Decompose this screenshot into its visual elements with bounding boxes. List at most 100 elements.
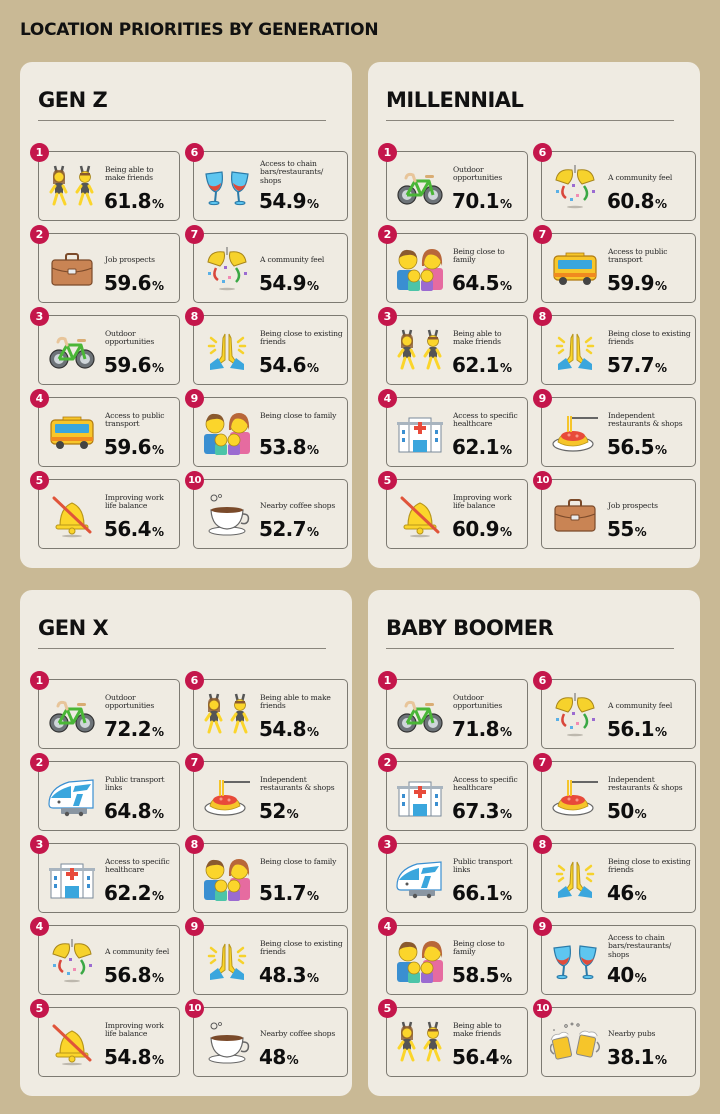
percentage-number: 54.9 xyxy=(259,189,307,213)
priority-card: 7 Independent restaurants & shops 50% xyxy=(533,753,696,831)
priority-label: Being able to make friends xyxy=(105,165,154,183)
priority-label: A community feel xyxy=(260,255,325,264)
rank-badge: 6 xyxy=(533,671,552,690)
rank-badge: 4 xyxy=(30,389,49,408)
priority-percentage: 60.8% xyxy=(607,190,667,215)
folded-hands-icon xyxy=(550,328,600,374)
priority-card: 5 Improving work life balance 54.8% xyxy=(30,999,180,1077)
percentage-unit: % xyxy=(151,725,164,739)
rank-badge: 10 xyxy=(185,471,204,490)
rank-badge: 1 xyxy=(30,671,49,690)
rank-badge: 8 xyxy=(533,835,552,854)
percentage-number: 48.3 xyxy=(259,963,307,987)
priority-card: 6 A community feel 60.8% xyxy=(533,143,696,221)
priority-label: Independent restaurants & shops xyxy=(608,775,683,793)
priority-card: 5 Improving work life balance 56.4% xyxy=(30,471,180,549)
percentage-number: 56.4 xyxy=(104,517,152,541)
beer-mugs-icon xyxy=(550,1020,600,1066)
priority-label: Being able to make friends xyxy=(260,693,331,711)
rank-badge: 5 xyxy=(30,471,49,490)
rank-badge: 6 xyxy=(533,143,552,162)
priority-label: Being close to existing friends xyxy=(260,329,343,347)
priority-percentage: 62.1% xyxy=(452,436,512,461)
priority-label: Nearby coffee shops xyxy=(260,501,336,510)
rank-badge: 5 xyxy=(378,999,397,1018)
priority-percentage: 67.3% xyxy=(452,800,512,825)
priority-percentage: 56.4% xyxy=(452,1046,512,1071)
priority-percentage: 48% xyxy=(259,1046,299,1071)
priority-card: 6 A community feel 56.1% xyxy=(533,671,696,749)
dancing-friends-icon xyxy=(395,1020,445,1066)
rank-badge: 2 xyxy=(378,225,397,244)
priority-card: 7 Access to public transport 59.9% xyxy=(533,225,696,303)
confetti-ball-icon xyxy=(550,164,600,210)
spaghetti-icon xyxy=(202,774,252,820)
wine-glasses-icon xyxy=(550,938,600,984)
priority-percentage: 59.6% xyxy=(104,272,164,297)
percentage-number: 52 xyxy=(259,799,286,823)
panel-gen-z: GEN Z 1 Being able to make friends 61.8% 2 … xyxy=(20,62,352,568)
panel-title: GEN Z xyxy=(38,88,108,112)
percentage-unit: % xyxy=(634,807,647,821)
priority-card: 1 Being able to make friends 61.8% xyxy=(30,143,180,221)
priority-card: 7 A community feel 54.9% xyxy=(185,225,348,303)
percentage-unit: % xyxy=(654,279,667,293)
priority-card: 10 Nearby pubs 38.1% xyxy=(533,999,696,1077)
rank-badge: 7 xyxy=(185,225,204,244)
divider xyxy=(38,648,326,649)
rank-badge: 1 xyxy=(378,671,397,690)
priority-label: Improving work life balance xyxy=(105,1021,164,1039)
rank-badge: 10 xyxy=(185,999,204,1018)
rank-badge: 5 xyxy=(378,471,397,490)
rank-badge: 3 xyxy=(30,307,49,326)
bicycle-icon xyxy=(47,328,97,374)
priority-card: 2 Job prospects 59.6% xyxy=(30,225,180,303)
percentage-unit: % xyxy=(151,807,164,821)
priority-percentage: 53.8% xyxy=(259,436,319,461)
percentage-unit: % xyxy=(499,889,512,903)
rank-badge: 4 xyxy=(378,389,397,408)
bullet-train-icon xyxy=(395,856,445,902)
priority-card: 10 Nearby coffee shops 52.7% xyxy=(185,471,348,549)
briefcase-icon xyxy=(47,246,97,292)
bell-slash-icon xyxy=(395,492,445,538)
percentage-unit: % xyxy=(151,971,164,985)
priority-label: A community feel xyxy=(105,947,170,956)
divider xyxy=(386,648,674,649)
percentage-number: 66.1 xyxy=(452,881,500,905)
priority-percentage: 51.7% xyxy=(259,882,319,907)
coffee-cup-icon xyxy=(202,1020,252,1066)
spaghetti-icon xyxy=(550,774,600,820)
percentage-unit: % xyxy=(499,971,512,985)
rank-badge: 8 xyxy=(185,307,204,326)
rank-badge: 5 xyxy=(30,999,49,1018)
percentage-number: 54.9 xyxy=(259,271,307,295)
priority-card: 6 Access to chain bars/restaurants/ shop… xyxy=(185,143,348,221)
percentage-unit: % xyxy=(499,197,512,211)
percentage-number: 62.1 xyxy=(452,353,500,377)
percentage-unit: % xyxy=(151,279,164,293)
priority-card: 5 Being able to make friends 56.4% xyxy=(378,999,528,1077)
percentage-number: 71.8 xyxy=(452,717,500,741)
priority-percentage: 48.3% xyxy=(259,964,319,989)
percentage-number: 70.1 xyxy=(452,189,500,213)
priority-label: Being close to existing friends xyxy=(608,329,691,347)
priority-percentage: 71.8% xyxy=(452,718,512,743)
priority-card: 9 Access to chain bars/restaurants/ shop… xyxy=(533,917,696,995)
priority-label: Improving work life balance xyxy=(453,493,512,511)
percentage-number: 54.6 xyxy=(259,353,307,377)
priority-label: Nearby coffee shops xyxy=(260,1029,336,1038)
rank-badge: 1 xyxy=(30,143,49,162)
priority-label: Being close to existing friends xyxy=(260,939,343,957)
priority-percentage: 58.5% xyxy=(452,964,512,989)
priority-percentage: 57.7% xyxy=(607,354,667,379)
priority-card: 4 Being close to family 58.5% xyxy=(378,917,528,995)
family-icon xyxy=(395,246,445,292)
percentage-number: 60.8 xyxy=(607,189,655,213)
percentage-unit: % xyxy=(654,443,667,457)
priority-card: 2 Public transport links 64.8% xyxy=(30,753,180,831)
page-title: LOCATION PRIORITIES BY GENERATION xyxy=(20,20,379,40)
percentage-unit: % xyxy=(151,443,164,457)
priority-label: Being close to family xyxy=(453,247,505,265)
rank-badge: 9 xyxy=(185,917,204,936)
